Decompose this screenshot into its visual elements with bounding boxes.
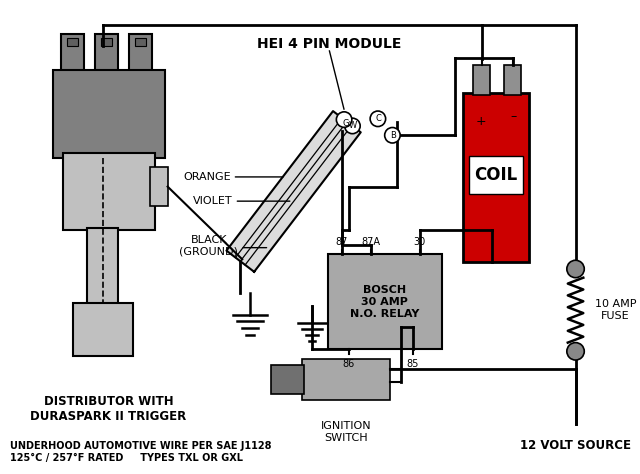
Circle shape: [567, 260, 584, 278]
Text: 87A: 87A: [362, 237, 381, 246]
Text: –: –: [511, 110, 516, 123]
Text: 125°C / 257°F RATED     TYPES TXL OR GXL: 125°C / 257°F RATED TYPES TXL OR GXL: [10, 453, 243, 463]
Bar: [53, 70, 164, 157]
Text: G: G: [343, 119, 349, 128]
Bar: [473, 65, 490, 95]
Text: W: W: [348, 121, 356, 130]
Bar: [61, 35, 84, 78]
Bar: [134, 38, 147, 46]
Text: COIL: COIL: [474, 166, 518, 184]
Bar: [504, 65, 522, 95]
Bar: [469, 155, 524, 194]
Bar: [302, 359, 390, 400]
Text: 86: 86: [342, 359, 355, 369]
Circle shape: [337, 112, 352, 128]
Bar: [87, 228, 118, 306]
Text: UNDERHOOD AUTOMOTIVE WIRE PER SAE J1128: UNDERHOOD AUTOMOTIVE WIRE PER SAE J1128: [10, 441, 271, 451]
Text: C: C: [376, 114, 382, 123]
Text: +: +: [476, 115, 486, 128]
Text: 30: 30: [413, 237, 426, 246]
Bar: [63, 153, 155, 230]
Circle shape: [345, 118, 360, 134]
Text: BLACK
(GROUND): BLACK (GROUND): [179, 235, 238, 256]
Bar: [73, 303, 132, 356]
Polygon shape: [227, 111, 361, 272]
Bar: [328, 255, 442, 349]
Text: VIOLET: VIOLET: [193, 196, 232, 206]
Circle shape: [370, 111, 386, 127]
Text: HEI 4 PIN MODULE: HEI 4 PIN MODULE: [257, 37, 402, 51]
Bar: [129, 35, 152, 78]
Text: ORANGE: ORANGE: [183, 172, 230, 182]
Text: 87: 87: [336, 237, 348, 246]
Text: 10 AMP
FUSE: 10 AMP FUSE: [595, 300, 636, 321]
Circle shape: [567, 343, 584, 360]
Bar: [67, 38, 79, 46]
Bar: [100, 38, 113, 46]
Bar: [271, 365, 304, 394]
Bar: [150, 167, 168, 206]
Text: DISTRIBUTOR WITH
DURASPARK II TRIGGER: DISTRIBUTOR WITH DURASPARK II TRIGGER: [30, 395, 187, 423]
Bar: [95, 35, 118, 78]
Circle shape: [385, 128, 400, 143]
Text: B: B: [390, 131, 396, 140]
Bar: [463, 92, 529, 262]
Text: 85: 85: [406, 359, 419, 369]
Text: BOSCH
30 AMP
N.O. RELAY: BOSCH 30 AMP N.O. RELAY: [350, 285, 419, 319]
Text: 12 VOLT SOURCE: 12 VOLT SOURCE: [520, 438, 631, 452]
Text: IGNITION
SWITCH: IGNITION SWITCH: [321, 421, 371, 443]
